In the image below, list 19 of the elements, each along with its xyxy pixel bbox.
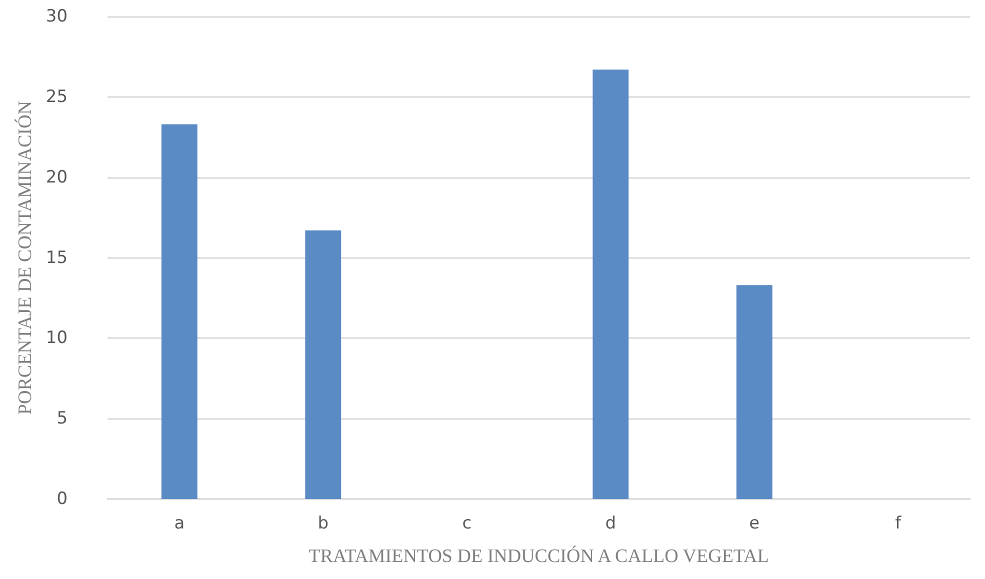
y-tick-label: 30: [46, 6, 68, 26]
y-tick-label: 20: [46, 167, 68, 188]
x-tick-label: f: [895, 514, 902, 534]
x-tick-label: b: [318, 514, 329, 534]
y-tick-label: 10: [46, 328, 68, 348]
bar: [161, 124, 198, 499]
y-tick-label: 5: [56, 408, 68, 429]
bar: [592, 70, 629, 499]
bar: [305, 230, 342, 499]
y-tick-label: 0: [56, 489, 68, 509]
x-axis-title: TRATAMIENTOS DE INDUCCIÓN A CALLO VEGETAL: [308, 545, 769, 567]
x-tick-label: d: [605, 514, 616, 534]
x-tick-label: c: [462, 514, 472, 534]
bar: [736, 285, 772, 499]
y-axis-title: PORCENTAJE DE CONTAMINACIÓN: [14, 100, 36, 415]
y-tick-label: 15: [46, 248, 68, 268]
x-tick-label: a: [174, 514, 185, 534]
y-tick-label: 25: [46, 86, 68, 107]
x-tick-label: e: [749, 514, 760, 534]
